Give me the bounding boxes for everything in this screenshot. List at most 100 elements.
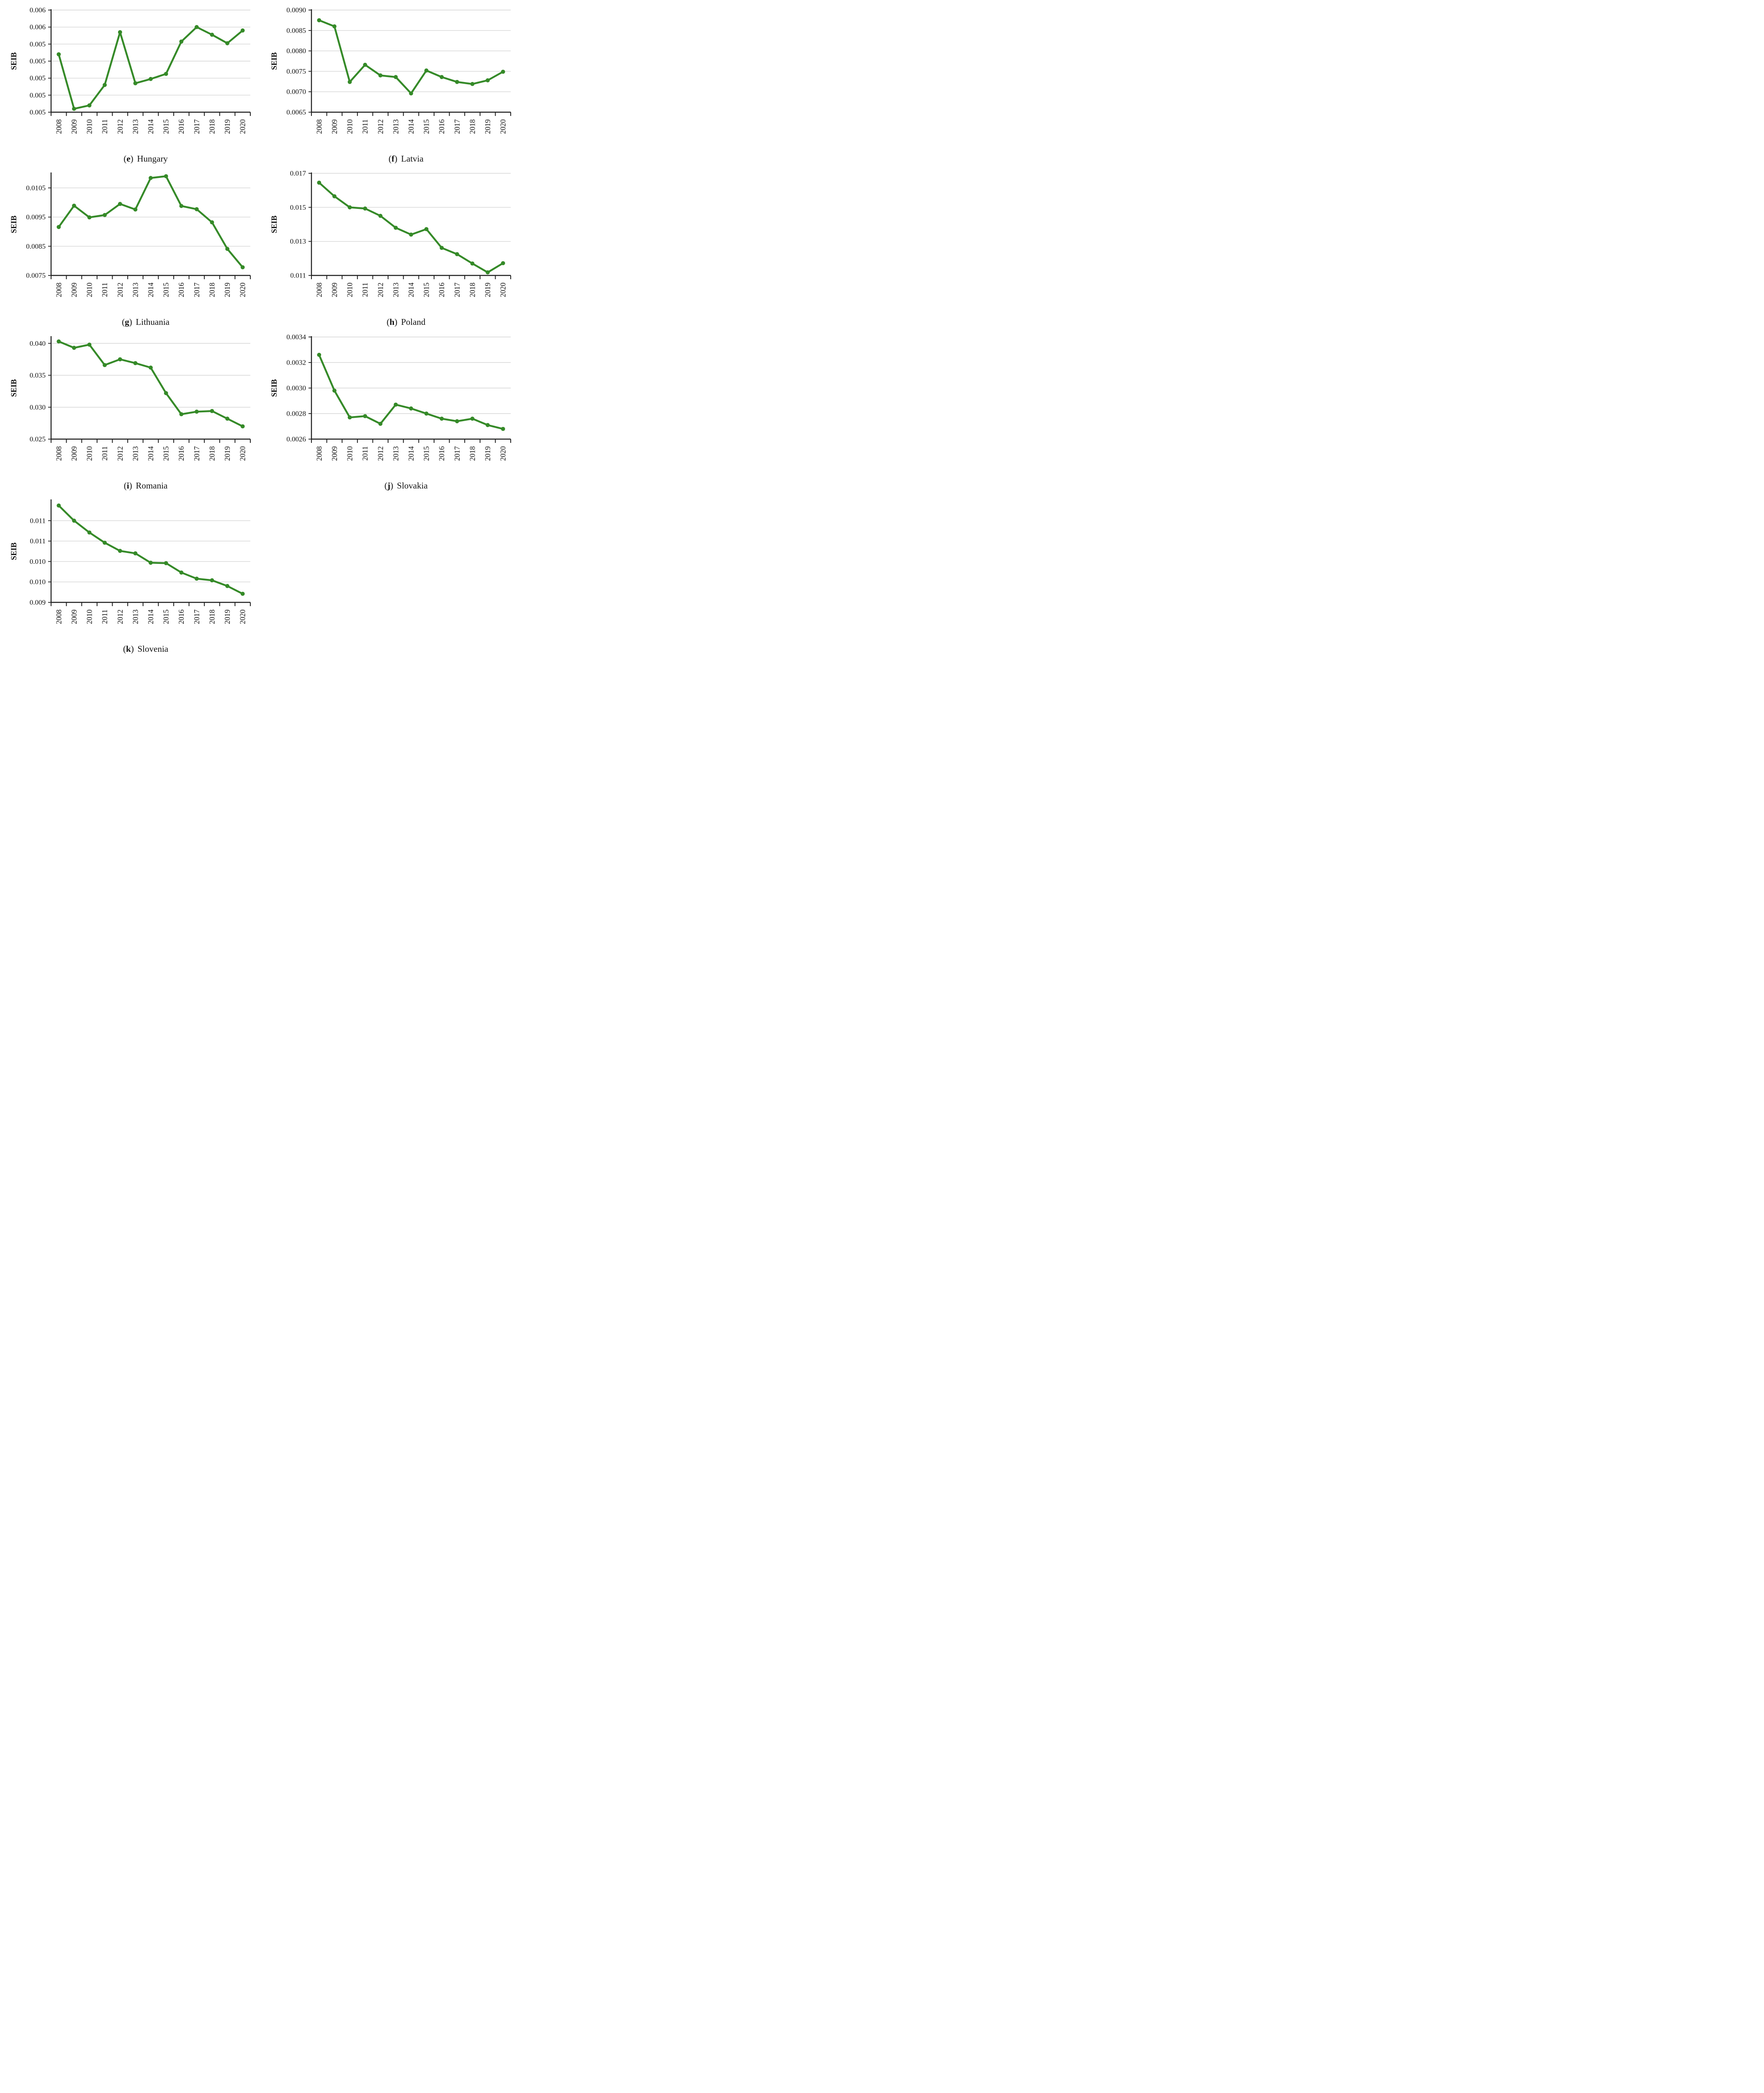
gridlines — [51, 343, 250, 407]
caption-close-paren: ) — [129, 480, 132, 491]
chart-panel-j: 0.0034 0.0032 0.0030 0.0028 0.0026 2008 2009 20… — [264, 331, 524, 491]
y-tick-label: 0.005 — [30, 40, 46, 48]
y-tick-label: 0.0065 — [286, 108, 306, 116]
data-point-2012 — [118, 548, 122, 553]
data-point-2019 — [486, 78, 490, 82]
x-tick-label: 2014 — [407, 283, 415, 297]
x-tick-label: 2015 — [162, 609, 170, 624]
data-point-2008 — [317, 352, 321, 357]
x-tick-label: 2012 — [116, 119, 124, 134]
data-point-2008 — [57, 52, 61, 57]
data-point-2013 — [393, 402, 398, 407]
caption-country: Slovakia — [397, 480, 428, 491]
x-tick-label: 2018 — [208, 283, 216, 297]
chart-f-svg: 0.0090 0.0085 0.0080 0.0075 0.0070 0.0065 2008… — [270, 6, 511, 134]
y-axis-title: SEIB — [10, 379, 18, 396]
data-point-2016 — [179, 412, 184, 416]
data-point-2015 — [164, 72, 168, 76]
caption-close-paren: ) — [394, 154, 398, 164]
caption-close-paren: ) — [129, 317, 132, 327]
chart-caption: (h) Poland — [282, 316, 530, 327]
y-axis-title: SEIB — [270, 216, 279, 233]
x-tick-label: 2009 — [330, 119, 339, 134]
data-point-2012 — [118, 357, 122, 361]
data-points — [57, 25, 245, 111]
x-tick-label: 2014 — [147, 609, 155, 624]
data-point-2018 — [470, 261, 475, 266]
x-tick-label: 2013 — [391, 119, 400, 134]
x-tick-label: 2013 — [391, 283, 400, 297]
data-point-2012 — [118, 202, 122, 206]
x-tick-label: 2018 — [468, 119, 476, 134]
caption-country: Latvia — [401, 154, 424, 164]
data-point-2017 — [455, 252, 459, 257]
chart-caption: (e) Hungary — [22, 153, 270, 164]
data-point-2017 — [455, 419, 459, 423]
x-tick-label: 2019 — [223, 446, 231, 460]
y-axis-ticks: 0.0090 0.0085 0.0080 0.0075 0.0070 0.0065 — [286, 6, 311, 116]
x-tick-label: 2017 — [193, 119, 201, 134]
caption-letter: k — [126, 643, 131, 654]
chart-canvas: 0.0090 0.0085 0.0080 0.0075 0.0070 0.0065 2008… — [270, 4, 524, 152]
x-tick-label: 2016 — [437, 119, 446, 134]
caption-open-paren: ( — [388, 154, 392, 164]
data-point-2008 — [57, 339, 61, 344]
y-tick-label: 0.0026 — [286, 435, 306, 443]
data-point-2015 — [164, 391, 168, 395]
data-point-2011 — [103, 540, 107, 545]
seib-line — [58, 340, 244, 427]
y-axis-ticks: 0.0034 0.0032 0.0030 0.0028 0.0026 — [286, 333, 311, 443]
data-point-2018 — [210, 33, 214, 37]
x-tick-label: 2017 — [193, 283, 201, 297]
x-tick-label: 2014 — [407, 446, 415, 460]
x-tick-label: 2019 — [223, 119, 231, 134]
y-tick-label: 0.010 — [30, 558, 46, 566]
y-tick-label: 0.009 — [30, 598, 46, 606]
x-tick-label: 2012 — [116, 446, 124, 461]
x-axis-ticks — [311, 275, 511, 280]
x-tick-label: 2010 — [85, 283, 94, 297]
x-tick-label: 2017 — [453, 283, 461, 297]
x-tick-label: 2010 — [85, 119, 94, 134]
data-point-2009 — [332, 194, 337, 199]
y-tick-label: 0.0070 — [286, 88, 306, 96]
chart-caption: (k) Slovenia — [22, 643, 270, 654]
x-tick-label: 2019 — [223, 283, 231, 297]
caption-letter: g — [125, 317, 129, 327]
x-tick-label: 2012 — [116, 283, 124, 297]
data-point-2017 — [194, 576, 199, 581]
x-tick-label: 2020 — [239, 119, 247, 134]
data-point-2020 — [240, 265, 245, 270]
x-tick-label: 2014 — [147, 283, 155, 297]
caption-close-paren: ) — [131, 643, 134, 654]
data-point-2009 — [72, 106, 76, 111]
y-axis-ticks: 0.040 0.035 0.030 0.025 — [30, 339, 51, 443]
chart-panel-e: 0.006 0.006 0.005 0.005 0.005 0.005 0.005 2008 2… — [3, 4, 264, 164]
data-point-2008 — [317, 180, 321, 185]
chart-i-svg: 0.040 0.035 0.030 0.025 2008 2009 2010 2011 2012… — [10, 336, 251, 461]
x-tick-label: 2016 — [437, 283, 446, 297]
chart-caption: (g) Lithuania — [22, 316, 270, 327]
x-tick-label: 2011 — [100, 609, 109, 624]
y-axis-title: SEIB — [270, 52, 279, 70]
x-tick-label: 2019 — [483, 446, 492, 460]
x-tick-label: 2008 — [54, 119, 63, 134]
data-point-2015 — [424, 68, 429, 73]
data-point-2010 — [87, 530, 92, 535]
data-point-2014 — [149, 77, 153, 81]
x-tick-label: 2012 — [116, 609, 124, 624]
y-tick-label: 0.0075 — [286, 67, 306, 75]
y-tick-label: 0.0075 — [26, 272, 46, 280]
x-tick-label: 2011 — [361, 283, 369, 297]
y-axis-title: SEIB — [270, 379, 279, 396]
y-tick-label: 0.005 — [30, 74, 46, 82]
caption-country: Lithuania — [136, 317, 170, 327]
data-point-2011 — [363, 62, 368, 67]
x-tick-label: 2017 — [193, 609, 201, 624]
data-point-2013 — [133, 361, 138, 365]
data-point-2019 — [486, 423, 490, 427]
gridlines — [311, 173, 511, 242]
x-tick-label: 2020 — [499, 446, 507, 460]
y-tick-label: 0.0090 — [286, 6, 306, 14]
x-tick-label: 2016 — [177, 283, 185, 297]
